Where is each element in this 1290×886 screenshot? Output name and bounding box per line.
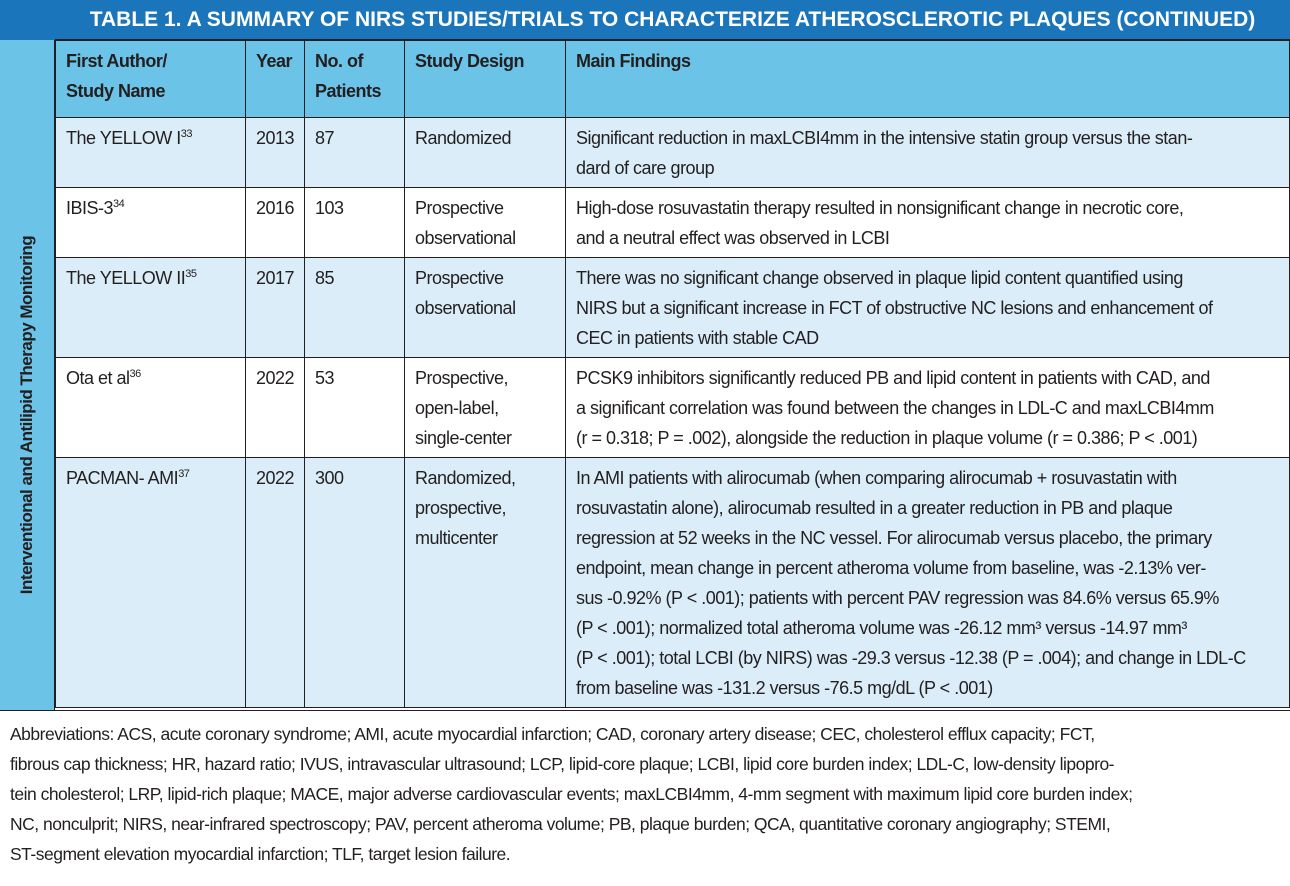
header-line: Main Findings [576, 51, 691, 71]
table-row: The YELLOW II35 2017 85 Prospective observat… [55, 257, 1290, 358]
design-line: observational [415, 228, 516, 248]
design-cell: Randomized [404, 117, 566, 188]
table-title: TABLE 1. A SUMMARY OF NIRS STUDIES/TRIAL… [55, 0, 1290, 40]
findings-line: sus -0.92% (P < .001); patients with per… [576, 588, 1219, 608]
study-name: The YELLOW I [66, 128, 181, 148]
header-line: Study Design [415, 51, 525, 71]
year-cell: 2022 [245, 457, 305, 708]
study-name-cell: The YELLOW I33 [55, 117, 246, 188]
findings-line: High-dose rosuvastatin therapy resulted … [576, 198, 1184, 218]
findings-line: a significant correlation was found betw… [576, 398, 1214, 418]
year-cell: 2022 [245, 357, 305, 458]
studies-table: First Author/Study Name Year No. of Patient… [55, 40, 1290, 708]
abbreviation-line: Abbreviations: ACS, acute coronary syndr… [10, 724, 1095, 744]
reference-number: 35 [185, 268, 197, 280]
header-patients: No. of Patients [304, 40, 405, 118]
study-name: Ota et al [66, 368, 130, 388]
findings-line: (P < .001); total LCBI (by NIRS) was -29… [576, 648, 1246, 668]
design-cell: Prospective observational [404, 187, 566, 258]
abbreviations-footnote: Abbreviations: ACS, acute coronary syndr… [0, 710, 1290, 886]
findings-line: CEC in patients with stable CAD [576, 328, 819, 348]
findings-cell: In AMI patients with alirocumab (when co… [565, 457, 1290, 708]
findings-line: endpoint, mean change in percent atherom… [576, 558, 1206, 578]
header-design: Study Design [404, 40, 566, 118]
findings-line: (P < .001); normalized total atheroma vo… [576, 618, 1187, 638]
findings-cell: Significant reduction in maxLCBI4mm in t… [565, 117, 1290, 188]
findings-line: In AMI patients with alirocumab (when co… [576, 468, 1177, 488]
design-line: Prospective [415, 198, 504, 218]
header-row: First Author/Study Name Year No. of Patient… [55, 40, 1290, 118]
abbreviation-line: NC, nonculprit; NIRS, near-infrared spec… [10, 814, 1111, 834]
header-line: Study Name [66, 81, 166, 101]
patients-cell: 300 [304, 457, 405, 708]
patients-cell: 103 [304, 187, 405, 258]
design-cell: Prospective observational [404, 257, 566, 358]
design-line: Prospective [415, 268, 504, 288]
findings-line: (r = 0.318; P = .002), alongside the red… [576, 428, 1198, 448]
table-row: IBIS-334 2016 103 Prospective observational H… [55, 187, 1290, 258]
design-line: open-label, [415, 398, 499, 418]
findings-line: There was no significant change observed… [576, 268, 1183, 288]
findings-cell: PCSK9 inhibitors significantly reduced P… [565, 357, 1290, 458]
design-line: multicenter [415, 528, 498, 548]
design-line: single-center [415, 428, 512, 448]
study-name: PACMAN- AMI [66, 468, 179, 488]
design-line: Prospective, [415, 368, 509, 388]
patients-cell: 87 [304, 117, 405, 188]
study-name-cell: IBIS-334 [55, 187, 246, 258]
design-line: Randomized [415, 128, 512, 148]
findings-cell: There was no significant change observed… [565, 257, 1290, 358]
reference-number: 34 [113, 198, 125, 210]
abbreviation-line: tein cholesterol; LRP, lipid-rich plaque… [10, 784, 1133, 804]
header-line: Year [256, 51, 293, 71]
findings-cell: High-dose rosuvastatin therapy resulted … [565, 187, 1290, 258]
header-line: First Author/ [66, 51, 167, 71]
reference-number: 37 [178, 468, 190, 480]
table-row: Ota et al36 2022 53 Prospective, open-label,… [55, 357, 1290, 458]
study-name: The YELLOW II [66, 268, 186, 288]
findings-line: Significant reduction in maxLCBI4mm in t… [576, 128, 1193, 148]
header-author: First Author/Study Name [55, 40, 246, 118]
study-name-cell: The YELLOW II35 [55, 257, 246, 358]
row-group-column: Interventional and Antilipid Therapy Mon… [0, 0, 55, 710]
reference-number: 33 [180, 128, 193, 140]
year-cell: 2013 [245, 117, 305, 188]
findings-line: regression at 52 weeks in the NC vessel.… [576, 528, 1212, 548]
row-group-label: Interventional and Antilipid Therapy Mon… [17, 235, 36, 595]
reference-number: 36 [129, 368, 142, 380]
design-cell: Randomized, prospective, multicenter [404, 457, 566, 708]
design-cell: Prospective, open-label, single-center [404, 357, 566, 458]
findings-line: from baseline was -131.2 versus -76.5 mg… [576, 678, 993, 698]
findings-line: and a neutral effect was observed in LCB… [576, 228, 890, 248]
design-line: prospective, [415, 498, 507, 518]
study-name-cell: Ota et al36 [55, 357, 246, 458]
title-bar-cap [0, 0, 55, 40]
design-line: observational [415, 298, 516, 318]
header-findings: Main Findings [565, 40, 1290, 118]
findings-line: NIRS but a significant increase in FCT o… [576, 298, 1213, 318]
study-name-cell: PACMAN- AMI37 [55, 457, 246, 708]
header-line: No. of [315, 51, 364, 71]
findings-line: rosuvastatin alone), alirocumab resulted… [576, 498, 1173, 518]
study-name: IBIS-3 [66, 198, 114, 218]
table-row: The YELLOW I33 2013 87 Randomized Significan… [55, 117, 1290, 188]
design-line: Randomized, [415, 468, 516, 488]
table-row: PACMAN- AMI37 2022 300 Randomized, prospecti… [55, 457, 1290, 708]
year-cell: 2017 [245, 257, 305, 358]
patients-cell: 85 [304, 257, 405, 358]
findings-line: PCSK9 inhibitors significantly reduced P… [576, 368, 1210, 388]
patients-cell: 53 [304, 357, 405, 458]
findings-line: dard of care group [576, 158, 715, 178]
header-year: Year [245, 40, 305, 118]
abbreviation-line: ST-segment elevation myocardial infarcti… [10, 844, 511, 864]
year-cell: 2016 [245, 187, 305, 258]
header-line: Patients [315, 81, 382, 101]
abbreviation-line: fibrous cap thickness; HR, hazard ratio;… [10, 754, 1115, 774]
